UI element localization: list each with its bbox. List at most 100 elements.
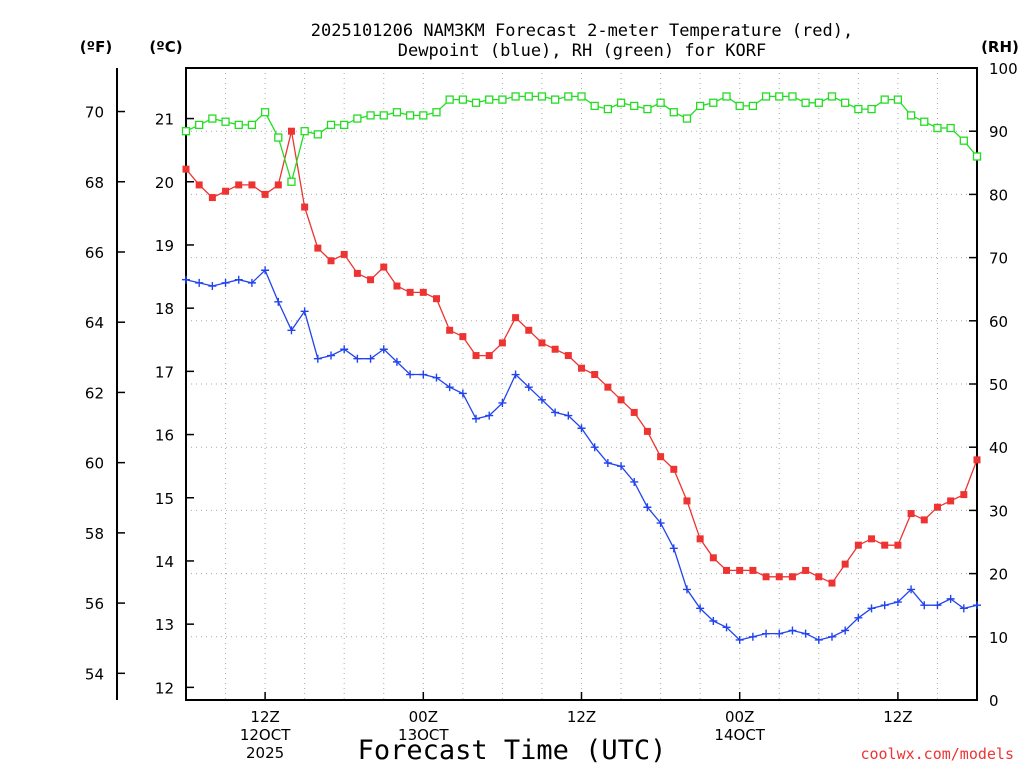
rh-point xyxy=(419,111,428,120)
dewpoint-point xyxy=(537,395,546,404)
rh-point xyxy=(814,98,823,107)
dewpoint-point xyxy=(775,629,784,638)
dewpoint-point xyxy=(814,635,823,644)
temperature-point xyxy=(274,181,282,189)
rh-point xyxy=(867,104,876,114)
rh-tick-label: 90 xyxy=(989,123,1008,141)
rh-point xyxy=(669,108,678,117)
rh-point xyxy=(801,98,810,107)
temperature-point xyxy=(419,288,427,296)
temperature-point xyxy=(617,396,625,404)
temperature-point xyxy=(933,503,941,511)
temperature-point xyxy=(498,339,506,347)
temperature-point xyxy=(301,203,309,211)
temperature-point xyxy=(446,326,454,334)
celsius-tick-label: 13 xyxy=(155,616,174,634)
dewpoint-point xyxy=(274,297,283,306)
rh-point xyxy=(656,98,665,107)
rh-tick-label: 40 xyxy=(989,439,1008,457)
dewpoint-point xyxy=(564,411,573,420)
rh-point xyxy=(550,95,560,104)
rh-point xyxy=(748,101,758,111)
dewpoint-point xyxy=(722,623,731,632)
temperature-point xyxy=(564,352,572,360)
rh-point xyxy=(498,95,507,104)
rh-point xyxy=(274,133,283,142)
rh-point xyxy=(445,95,454,104)
temperature-point xyxy=(235,181,243,189)
rh-point xyxy=(564,92,573,101)
temperature-point xyxy=(775,573,783,581)
dewpoint-point xyxy=(893,598,902,607)
rh-point xyxy=(366,111,375,120)
dewpoint-point xyxy=(234,275,243,284)
dewpoint-point xyxy=(340,345,349,354)
x-tick-label: 14OCT xyxy=(714,726,765,744)
temperature-point xyxy=(683,497,691,505)
rh-point xyxy=(880,95,889,104)
x-tick-label: 12OCT xyxy=(240,726,291,744)
rh-point xyxy=(537,92,547,101)
dewpoint-point xyxy=(472,414,481,423)
dewpoint-point xyxy=(353,354,362,363)
dewpoint-point xyxy=(696,604,705,613)
temperature-point xyxy=(222,187,230,195)
dewpoint-point xyxy=(287,326,296,335)
temperature-point xyxy=(960,491,968,499)
temperature-point xyxy=(802,566,810,574)
celsius-unit-label: (ºC) xyxy=(149,38,182,56)
rh-point xyxy=(893,95,903,104)
temperature-point xyxy=(868,535,876,543)
temperature-point xyxy=(723,566,731,574)
dewpoint-point xyxy=(959,604,968,613)
temperature-point xyxy=(195,181,203,189)
dewpoint-point xyxy=(419,370,428,379)
rh-point xyxy=(577,92,586,101)
rh-point xyxy=(313,130,322,139)
dewpoint-point xyxy=(630,477,639,486)
temperature-point xyxy=(657,453,665,461)
x-tick-label: 00Z xyxy=(409,708,438,726)
gridlines xyxy=(186,68,977,700)
dewpoint-point xyxy=(221,278,230,287)
dewpoint-point xyxy=(498,398,507,407)
rh-point xyxy=(326,120,336,130)
temperature-point xyxy=(485,352,493,360)
dewpoint-point xyxy=(933,601,942,610)
chart-title-line2: Dewpoint (blue), RH (green) for KORF xyxy=(398,41,766,61)
celsius-tick-label: 17 xyxy=(155,363,174,381)
x-axis-title: Forecast Time (UTC) xyxy=(358,735,667,766)
temperature-point xyxy=(551,345,559,353)
temperature-point xyxy=(881,541,889,549)
rh-point xyxy=(854,104,863,114)
temperature-point xyxy=(406,288,414,296)
celsius-tick-label: 19 xyxy=(155,237,174,255)
rh-point xyxy=(485,95,494,104)
rh-point xyxy=(353,114,362,123)
temperature-point xyxy=(340,250,348,258)
rh-point xyxy=(234,120,243,130)
rh-point xyxy=(788,92,797,101)
dewpoint-point xyxy=(247,278,256,287)
dewpoint-point xyxy=(973,601,981,610)
dewpoint-point xyxy=(656,519,665,528)
dewpoint-point xyxy=(300,307,309,316)
series-group xyxy=(181,92,982,644)
dewpoint-point xyxy=(524,383,533,392)
dewpoint-point xyxy=(182,275,190,284)
temperature-point xyxy=(670,465,678,473)
temperature-point xyxy=(367,276,375,284)
rh-point xyxy=(920,117,929,126)
rh-point xyxy=(709,98,718,107)
fahrenheit-tick-label: 60 xyxy=(85,455,104,473)
axes xyxy=(116,67,978,701)
dewpoint-point xyxy=(327,351,336,360)
dewpoint-point xyxy=(617,462,626,471)
x-tick-label: 2025 xyxy=(246,744,284,762)
rh-point xyxy=(471,98,481,107)
fahrenheit-tick-label: 66 xyxy=(85,244,104,262)
series-rh xyxy=(181,92,982,186)
x-tick-label: 00Z xyxy=(725,708,754,726)
rh-tick-label: 100 xyxy=(989,60,1018,78)
temperature-point xyxy=(696,535,704,543)
